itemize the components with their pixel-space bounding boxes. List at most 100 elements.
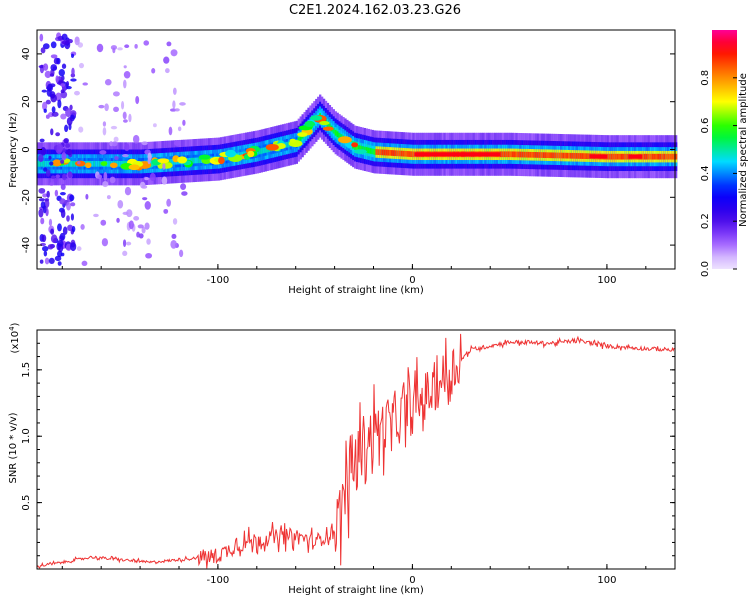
ridge-cell (383, 149, 386, 156)
ridge-cell (517, 151, 520, 158)
noise-speck (122, 239, 127, 247)
spectrogram-x-ticks: -100 0 100 (61, 264, 647, 286)
snr-y-tick-label: 1.0 (21, 428, 32, 444)
ridge-cell (375, 149, 378, 155)
noise-speck (60, 209, 66, 219)
noise-speck (180, 183, 187, 190)
ridge-cell (501, 151, 505, 158)
noise-speck (177, 126, 182, 132)
spectrogram-y-tick-label: 20 (21, 95, 32, 108)
noise-speck (40, 47, 46, 54)
noise-speck (114, 156, 119, 161)
ridge-cell (196, 157, 199, 164)
noise-speck (50, 41, 57, 49)
ridge-core (480, 152, 483, 157)
ridge-cell (583, 153, 586, 159)
noise-speck (163, 208, 169, 214)
ridge-cell (297, 137, 300, 144)
ridge-cell (381, 149, 384, 156)
colorbar-gradient (712, 30, 737, 269)
ridge-cell (223, 155, 227, 161)
noise-speck (166, 198, 171, 207)
ridge-cell (577, 153, 581, 159)
ridge-cell (533, 151, 536, 158)
ridge-cell (412, 151, 415, 158)
ridge-cell (538, 152, 542, 158)
noise-speck (172, 100, 176, 109)
ridge-core (478, 152, 481, 157)
noise-speck (123, 119, 128, 123)
noise-speck (67, 224, 74, 232)
noise-speck (40, 146, 47, 156)
noise-speck (51, 106, 56, 114)
ridge-cell (620, 153, 623, 160)
noise-speck (121, 100, 125, 110)
ridge-core (589, 154, 592, 159)
noise-speck (51, 175, 56, 180)
ridge-blob (304, 120, 315, 128)
ridge-cell (391, 150, 394, 156)
noise-speck (109, 176, 116, 184)
noise-speck (74, 36, 80, 46)
noise-speck (85, 193, 89, 200)
noise-speck (101, 238, 109, 247)
noise-speck (65, 81, 70, 88)
noise-speck (111, 141, 118, 147)
noise-speck (42, 63, 49, 71)
ridge-cell (655, 153, 658, 160)
ridge-cell (507, 151, 511, 158)
noise-speck (137, 224, 144, 229)
noise-speck (46, 190, 50, 198)
snr-x-tick-label: 0 (409, 575, 415, 586)
ridge-core (435, 152, 439, 157)
ridge-core (424, 152, 427, 157)
ridge-core (427, 152, 431, 157)
noise-speck (53, 178, 58, 183)
noise-speck (57, 223, 62, 232)
ridge-cell (659, 153, 662, 160)
noise-speck (55, 174, 60, 179)
spectrogram-y-tick-label: -40 (21, 237, 32, 253)
ridge-core (474, 152, 477, 157)
ridge-cell (264, 147, 267, 153)
ridge-core (422, 152, 425, 157)
ridge-cell (95, 160, 98, 167)
noise-speck (39, 138, 45, 143)
ridge-cell (365, 147, 369, 153)
ridge-cell (624, 153, 627, 160)
ridge-cell (579, 153, 582, 159)
noise-speck (104, 79, 112, 86)
ridge-cell (260, 148, 263, 154)
ridge-core (636, 154, 639, 159)
ridge-cell (513, 151, 516, 158)
ridge-cell (116, 160, 120, 167)
ridge-core (451, 152, 454, 157)
noise-speck (102, 127, 107, 136)
ridge-cell (626, 153, 629, 160)
ridge-cell (334, 129, 337, 136)
noise-speck (163, 56, 170, 64)
noise-speck (174, 108, 180, 112)
ridge-cell (373, 149, 376, 155)
colorbar-label: Normalized spectral amplitude (738, 73, 749, 227)
ridge-cell (118, 160, 121, 167)
ridge-cell (505, 151, 509, 158)
noise-speck (50, 64, 58, 71)
noise-speck (144, 176, 149, 181)
ridge-cell (560, 152, 563, 159)
noise-speck (48, 155, 52, 160)
noise-speck (122, 153, 129, 158)
ridge-cell (568, 152, 571, 159)
noise-speck (141, 226, 146, 234)
noise-speck (39, 242, 46, 247)
spectrogram-marks (37, 32, 678, 267)
noise-speck (70, 202, 76, 207)
ridge-core (468, 152, 472, 157)
ridge-cell (499, 151, 503, 158)
ridge-cell (562, 152, 565, 159)
noise-speck (104, 103, 109, 112)
noise-speck (44, 70, 52, 79)
noise-speck (60, 183, 66, 190)
noise-speck (38, 208, 44, 218)
ridge-blob (338, 136, 352, 144)
